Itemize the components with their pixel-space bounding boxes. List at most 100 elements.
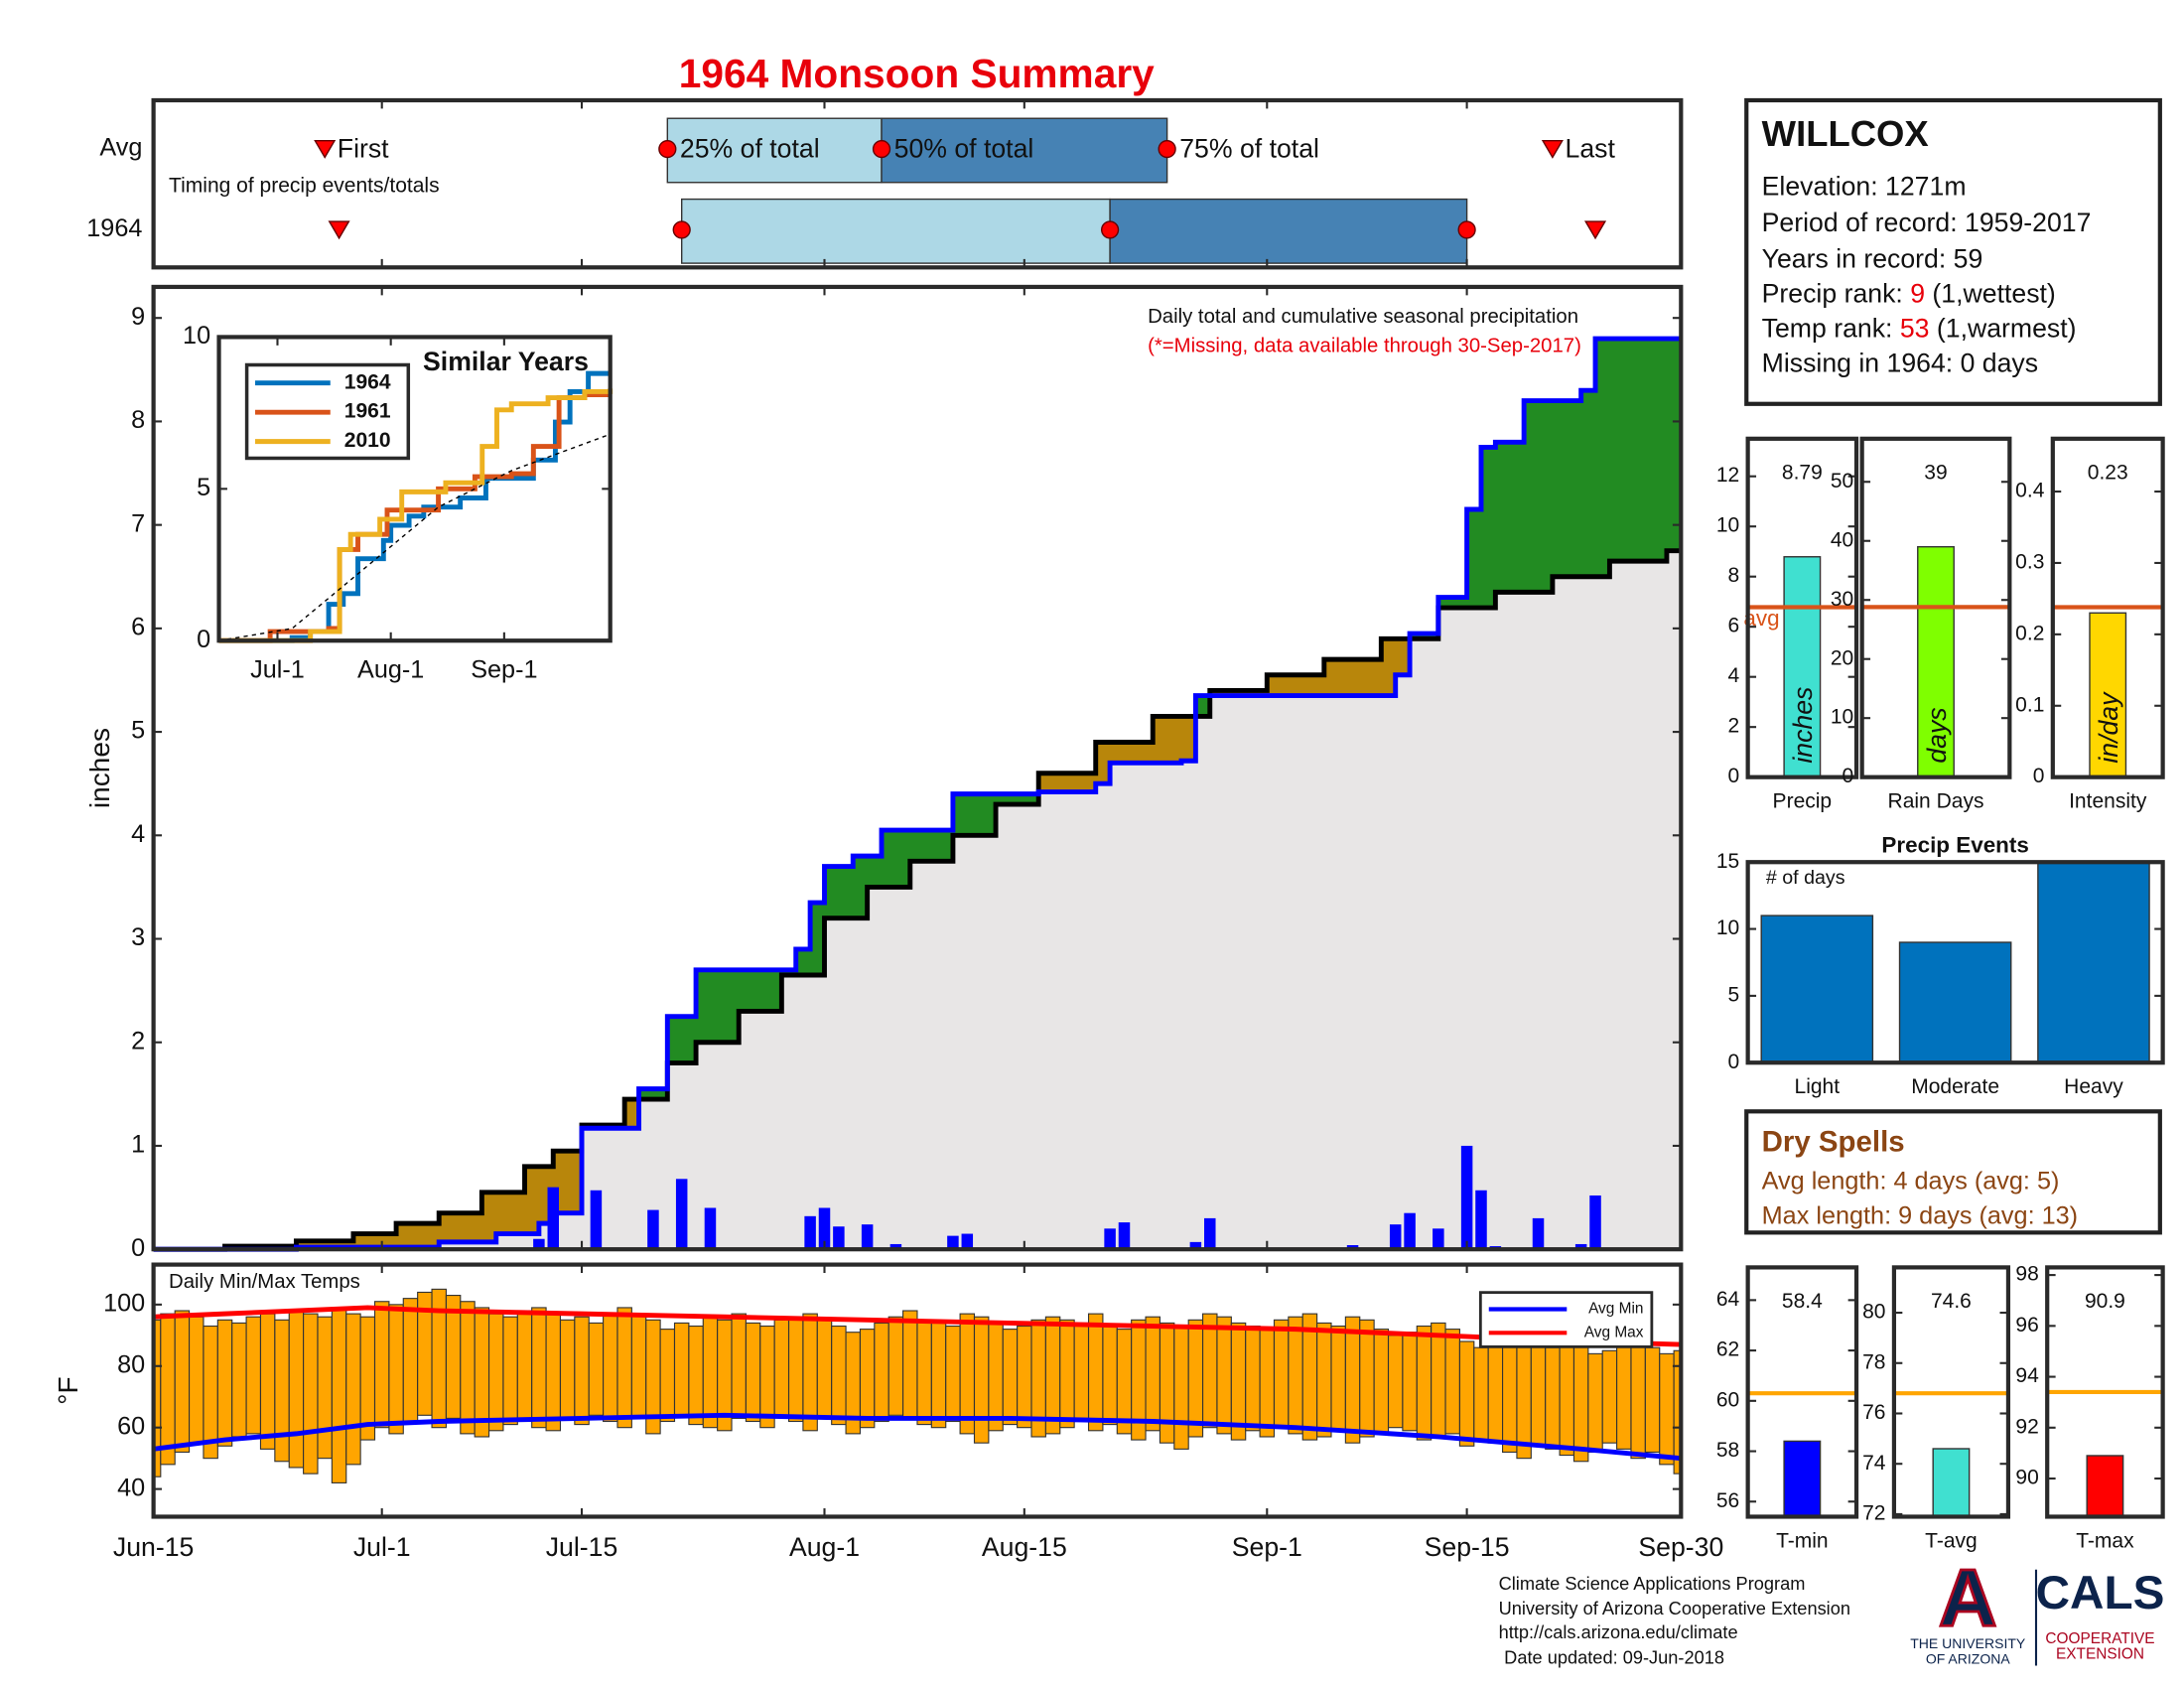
timing-label: 25% of total — [680, 134, 820, 164]
temp-range-bar — [174, 1310, 191, 1454]
row-label: 1964 — [86, 214, 142, 242]
y-tick-label: 1 — [131, 1131, 145, 1159]
percent-marker — [1457, 220, 1476, 239]
temp-range-bar — [1187, 1319, 1204, 1438]
temp-range-bar — [1059, 1319, 1075, 1429]
y-tick-label: 8 — [131, 406, 145, 434]
x-tick-label: Aug-15 — [982, 1532, 1067, 1562]
dry-spells-box — [1744, 1109, 2162, 1235]
dry-spells-line: Avg length: 4 days (avg: 5) — [1762, 1168, 2060, 1196]
daily-precip-bar — [1589, 1195, 1601, 1250]
temp-range-bar — [1444, 1329, 1460, 1435]
y-tick-label: 6 — [131, 614, 145, 641]
value-bar — [1783, 1440, 1822, 1518]
y-tick-label: 15 — [1716, 850, 1739, 873]
y-axis-label: °F — [53, 1376, 83, 1404]
series-line — [218, 388, 614, 643]
plot-frame — [151, 284, 1684, 1252]
temp-range-bar — [759, 1325, 775, 1429]
y-tick-label: 10 — [1716, 514, 1739, 537]
average-temp-line — [153, 1412, 1682, 1462]
y-tick-label: 6 — [1728, 615, 1740, 637]
timing-label: Last — [1566, 134, 1616, 164]
temp-range-bar — [1416, 1325, 1433, 1441]
temp-range-bar — [787, 1316, 804, 1423]
y-tick-label: 40 — [1831, 528, 1853, 551]
info-line: Period of record: 1959-2017 — [1762, 208, 2092, 237]
temp-range-bar — [1587, 1352, 1603, 1454]
temp-range-bar — [317, 1316, 333, 1460]
y-tick-label: 90 — [2015, 1467, 2038, 1489]
temp-range-bar — [1473, 1346, 1489, 1441]
percent-marker — [872, 139, 891, 159]
y-tick-label: 2 — [131, 1027, 145, 1055]
timing-label: 50% of total — [894, 134, 1034, 164]
y-tick-label: 0 — [2033, 765, 2045, 787]
daily-precip-bar — [1433, 1228, 1444, 1250]
daily-precip-bar — [1118, 1222, 1131, 1250]
y-tick-label: 0 — [197, 626, 210, 653]
common-area — [153, 550, 1682, 1250]
value-label: 58.4 — [1782, 1290, 1823, 1313]
plot-frame — [1891, 1265, 2011, 1519]
temp-range-bar — [1216, 1316, 1232, 1435]
y-tick-label: 96 — [2015, 1314, 2038, 1336]
plot-title: Daily total and cumulative seasonal prec… — [1148, 306, 1578, 328]
temp-range-bar — [487, 1313, 504, 1432]
y-tick-label: 2 — [1728, 715, 1740, 738]
value-label: 39 — [1924, 461, 1947, 484]
y-tick-label: 74 — [1862, 1452, 1886, 1475]
y-tick-label: 50 — [1831, 470, 1853, 492]
percent-marker — [672, 220, 691, 239]
temp-range-bar — [1116, 1329, 1133, 1435]
temp-range-bar — [1659, 1352, 1675, 1466]
daily-precip-bar — [1574, 1243, 1587, 1250]
daily-precip-bar — [1532, 1217, 1545, 1250]
y-tick-label: 5 — [197, 474, 210, 501]
footer-line: Date updated: 09-Jun-2018 — [1504, 1646, 1724, 1667]
timeline-subtitle: Timing of precip events/totals — [169, 175, 440, 198]
percent-marker — [1100, 220, 1120, 239]
temp-range-bar — [1145, 1316, 1160, 1432]
temp-range-bar — [1458, 1340, 1475, 1447]
timing-label: First — [338, 134, 389, 164]
daily-precip-bar — [1475, 1190, 1487, 1250]
daily-precip-bar — [818, 1207, 831, 1250]
x-axis-label: T-min — [1776, 1529, 1829, 1552]
temp-range-bar — [531, 1307, 547, 1429]
temp-range-bar — [274, 1319, 290, 1463]
station-name: WILLCOX — [1762, 113, 1929, 154]
y-tick-label: 80 — [1862, 1301, 1885, 1324]
plot-frame — [151, 97, 1684, 270]
temp-range-bar — [745, 1322, 761, 1423]
temp-range-bar — [816, 1319, 833, 1419]
temp-range-bar — [516, 1310, 533, 1423]
temp-range-bar — [1173, 1325, 1189, 1450]
y-tick-label: 0 — [1728, 765, 1740, 787]
label: Precip rank: — [1762, 278, 1911, 308]
y-tick-label: 10 — [1716, 916, 1739, 939]
info-box — [1744, 97, 2162, 406]
temp-bars — [153, 1288, 1682, 1483]
y-tick-label: 12 — [1716, 464, 1739, 487]
daily-precip-bar — [533, 1238, 545, 1250]
x-tick-label: Sep-1 — [471, 656, 537, 684]
temp-range-bar — [1316, 1322, 1332, 1438]
temp-range-bar — [731, 1313, 747, 1419]
value-bar — [2089, 612, 2127, 778]
daily-precip-bar — [861, 1224, 874, 1250]
bar — [1760, 914, 1874, 1063]
legend-box — [1478, 1291, 1654, 1348]
daily-precip-bar — [1389, 1224, 1402, 1250]
temp-range-bar — [245, 1316, 262, 1435]
unit-label: days — [1922, 707, 1952, 763]
plot-frame — [1745, 860, 2165, 1065]
unit-label: inches — [1788, 687, 1818, 764]
temp-range-bar — [1344, 1316, 1361, 1444]
daily-precip-bar — [704, 1207, 717, 1250]
temp-range-bar — [1487, 1340, 1504, 1444]
temp-range-bar — [402, 1298, 419, 1423]
plot-frame — [2050, 436, 2165, 779]
y-tick-label: 4 — [131, 820, 145, 848]
temp-range-bar — [988, 1322, 1004, 1432]
